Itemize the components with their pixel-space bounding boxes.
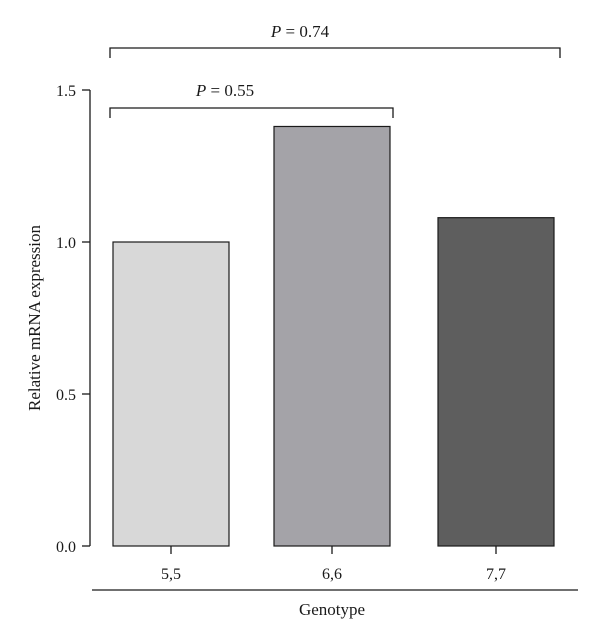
significance-bracket — [109, 47, 561, 58]
bar-6-6 — [273, 125, 391, 547]
p-symbol: P — [270, 22, 281, 41]
x-axis-ticks: 5,5 6,6 7,7 — [161, 546, 506, 583]
p-symbol: P — [195, 81, 206, 100]
y-tick-label: 1.5 — [56, 83, 76, 100]
p-value-label: P = 0.74 — [270, 22, 330, 41]
significance-bracket — [109, 107, 394, 118]
bar-5-5 — [112, 241, 230, 547]
p-value: = 0.55 — [206, 81, 254, 100]
x-tick-label: 6,6 — [322, 566, 342, 583]
x-tick-label: 7,7 — [486, 566, 506, 583]
x-axis-title: Genotype — [299, 600, 365, 619]
y-tick-label: 0.0 — [56, 539, 76, 556]
significance-annotations: P = 0.55P = 0.74 — [109, 22, 561, 118]
bar-7-7 — [437, 217, 555, 547]
y-tick-label: 0.5 — [56, 387, 76, 404]
x-tick-label: 5,5 — [161, 566, 181, 583]
p-value: = 0.74 — [281, 22, 329, 41]
y-tick-label: 1.0 — [56, 235, 76, 252]
bars — [112, 125, 555, 547]
p-value-label: P = 0.55 — [195, 81, 254, 100]
y-axis-title: Relative mRNA expression — [25, 224, 44, 411]
y-axis-ticks: 0.0 0.5 1.0 1.5 — [56, 83, 90, 556]
